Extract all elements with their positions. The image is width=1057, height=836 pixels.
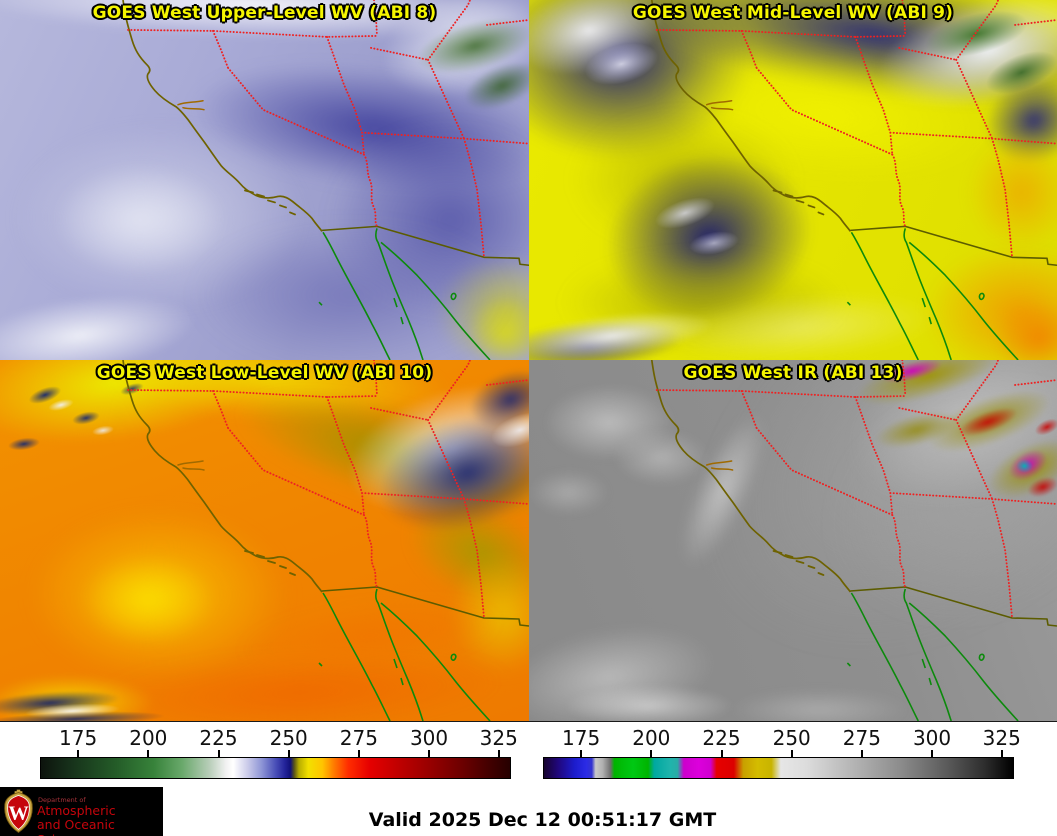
tick-mark [497,750,500,757]
map-overlay [650,360,1057,721]
cloud-texture [729,690,909,721]
ir-colorbar-tick-label: 175 [562,726,601,750]
logo-dept-line2: and Oceanic Sciences [37,817,115,836]
map-overlay [650,0,1057,360]
tick-mark [650,750,653,757]
uw-crest-icon: W [4,789,33,833]
warm-dry-texture [969,135,1057,250]
ir-colorbar-tick-label: 200 [632,726,671,750]
moist-swirl-texture [80,555,215,645]
wv-colorbar-tick-label: 325 [479,726,518,750]
wv-colorbar-tick-label: 225 [199,726,238,750]
panel-upper-level-wv: GOES West Upper-Level WV (ABI 8) [0,0,529,360]
ir-colorbar-tick-label: 225 [702,726,741,750]
map-overlay [122,360,529,721]
cloud-texture [529,470,609,515]
wv-colorbar-tick-label: 250 [269,726,308,750]
logo-dept-line1: Atmospheric [37,803,116,818]
panel-title-abi13: GOES West IR (ABI 13) [683,363,903,383]
panel-title-abi9: GOES West Mid-Level WV (ABI 9) [632,3,954,23]
panel-low-level-wv: GOES West Low-Level WV (ABI 10) [0,360,529,722]
panel-ir: GOES West IR (ABI 13) [529,360,1057,722]
tick-mark [147,750,150,757]
ir-colorbar-gradient [543,757,1014,779]
cold-cloud-texture [1016,459,1033,473]
wv-colorbar-tick-label: 300 [409,726,449,750]
ir-colorbar-tick-label: 325 [982,726,1021,750]
dry-band-texture [195,225,505,360]
cloud-texture [564,685,734,721]
ir-colorbar-tick-label: 275 [842,726,881,750]
wv-colorbar-gradient [40,757,511,779]
uw-aos-logo: W Department of Atmospheric and Oceanic … [0,787,163,836]
tick-mark [720,750,723,757]
warm-dry-texture [468,298,529,360]
logo-dept-small: Department of [38,796,86,804]
wv-colorbar: 175 200 225 250 275 300 325 [40,726,518,780]
moist-texture [450,555,529,675]
valid-timestamp: Valid 2025 Dec 12 00:51:17 GMT [368,809,717,831]
tick-mark [860,750,863,757]
ir-colorbar-tick-label: 250 [772,726,811,750]
wv-colorbar-tick-label: 275 [339,726,378,750]
tick-mark [580,750,583,757]
panel-title-abi10: GOES West Low-Level WV (ABI 10) [96,363,433,383]
tick-mark [77,750,80,757]
panel-title-abi8: GOES West Upper-Level WV (ABI 8) [92,3,437,23]
tick-mark [217,750,220,757]
tick-mark [790,750,793,757]
tick-mark [357,750,360,757]
tick-mark [428,750,431,757]
crest-letter: W [8,803,29,825]
tick-mark [931,750,934,757]
map-overlay [122,0,529,360]
ir-colorbar: 175 200 225 250 275 300 325 [543,726,1021,780]
tick-mark [287,750,290,757]
wv-colorbar-tick-label: 200 [129,726,168,750]
cloud-texture [614,430,709,485]
panel-mid-level-wv: GOES West Mid-Level WV (ABI 9) [529,0,1057,360]
ir-colorbar-tick-label: 300 [912,726,952,750]
wv-colorbar-tick-label: 175 [59,726,98,750]
moist-swirl-texture [55,165,225,275]
tick-mark [1000,750,1003,757]
